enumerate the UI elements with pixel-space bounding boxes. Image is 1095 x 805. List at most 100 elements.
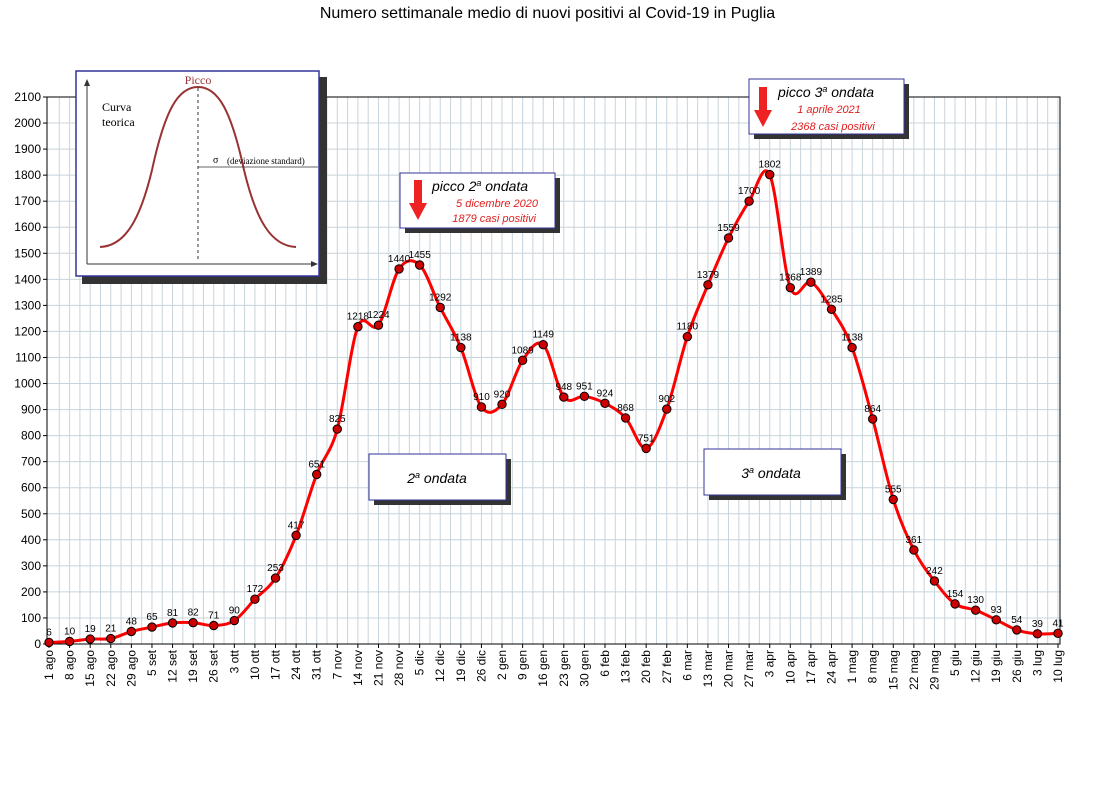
data-point: [641, 443, 651, 454]
inset-theoretical-curve: Picco Curva teorica σ (deviazione standa…: [75, 70, 327, 284]
x-axis: 1 ago 8 ago 15 ago 22 ago 29 ago 5 set 12 set 1…: [42, 644, 1065, 690]
inset-bell-curve: [99, 85, 297, 248]
y-tick-label: 1600: [14, 220, 41, 234]
peak2-cases: 1879 casi positivi: [452, 213, 536, 225]
x-tick-label: 5 giu: [948, 650, 962, 676]
x-tick-label: 12 set: [166, 649, 180, 682]
data-label: 1440: [388, 254, 411, 265]
peak3-callout: picco 3a ondata 1 aprile 2021 2368 casi …: [748, 78, 909, 139]
x-tick-label: 21 nov: [371, 650, 385, 686]
data-label: 253: [267, 563, 284, 574]
data-point: [909, 545, 919, 555]
x-tick-label: 10 apr: [783, 650, 797, 684]
y-tick-label: 900: [21, 403, 41, 417]
y-tick-label: 1300: [14, 298, 41, 312]
data-point: [44, 637, 54, 648]
data-label: 6: [46, 627, 52, 638]
data-label: 1700: [738, 186, 761, 197]
data-point: [682, 331, 693, 342]
data-point: [167, 618, 178, 628]
y-tick-label: 1700: [14, 194, 41, 208]
y-tick-label: 0: [34, 637, 41, 651]
data-label: 19: [85, 624, 97, 635]
data-label: 751: [638, 433, 655, 444]
x-tick-label: 1 mag: [845, 650, 859, 683]
x-tick-label: 8 mag: [866, 650, 880, 683]
data-point: [353, 322, 363, 332]
x-tick-label: 22 ago: [104, 650, 118, 687]
data-point: [579, 391, 590, 401]
y-tick-label: 200: [21, 585, 41, 599]
data-point: [456, 342, 466, 353]
data-label: 1224: [367, 310, 390, 321]
data-point: [229, 615, 240, 626]
data-point: [435, 302, 445, 313]
data-point: [497, 399, 507, 410]
y-tick-label: 600: [21, 481, 41, 495]
data-label: 910: [473, 392, 490, 403]
data-label: 1285: [820, 294, 843, 305]
x-tick-label: 13 mar: [701, 650, 715, 687]
y-tick-label: 1000: [14, 377, 41, 391]
x-tick-label: 19 giu: [989, 650, 1003, 683]
wave2-box: [368, 453, 507, 501]
plot-frame: [46, 96, 1061, 645]
wave2-label-box: 2a ondata: [368, 453, 511, 505]
inset-sigma-label: (deviazione standard): [227, 156, 305, 166]
data-label: 555: [885, 484, 902, 495]
peak3-title: picco 3a ondata: [777, 84, 874, 100]
y-tick-label: 1900: [14, 142, 41, 156]
data-point: [1032, 629, 1043, 639]
y-tick-label: 400: [21, 533, 41, 547]
data-label: 868: [617, 403, 634, 414]
x-tick-label: 20 mar: [722, 650, 736, 687]
peak2-callout: picco 2a ondata 5 dicembre 2020 1879 cas…: [399, 172, 560, 233]
data-label: 90: [229, 606, 241, 617]
inset-sigma-symbol: σ: [213, 155, 219, 166]
data-point: [867, 414, 878, 424]
data-point: [311, 469, 322, 480]
data-label: 864: [864, 404, 881, 415]
data-point: [517, 355, 528, 366]
data-point: [847, 342, 857, 353]
x-tick-label: 15 ago: [83, 650, 97, 687]
x-tick-label: 30 gen: [577, 650, 591, 687]
x-tick-label: 23 gen: [557, 650, 571, 687]
x-tick-label: 5 dic: [413, 650, 427, 675]
x-tick-label: 19 set: [186, 649, 200, 682]
data-point: [188, 617, 198, 628]
data-point: [723, 233, 734, 243]
data-point: [538, 340, 548, 350]
x-tick-label: 7 nov: [330, 650, 344, 679]
x-tick-label: 13 feb: [619, 650, 633, 684]
data-label: 154: [947, 589, 964, 600]
inset-x-arrow-icon: [311, 261, 318, 267]
data-point: [806, 277, 816, 287]
peak2-date: 5 dicembre 2020: [456, 198, 539, 210]
x-tick-label: 10 lug: [1051, 650, 1065, 683]
data-point: [950, 599, 960, 609]
data-label: 1368: [779, 273, 802, 284]
data-label: 1559: [717, 223, 740, 234]
series-line: [48, 169, 1059, 644]
y-tick-label: 300: [21, 559, 41, 573]
data-label: 54: [1011, 615, 1023, 626]
data-point: [106, 633, 116, 644]
x-tick-label: 8 ago: [63, 650, 77, 680]
peak3-box: [748, 78, 905, 135]
x-tick-label: 3 ott: [227, 649, 241, 673]
x-tick-label: 17 ott: [269, 649, 283, 680]
data-point: [929, 576, 940, 586]
data-point: [620, 413, 631, 423]
data-label: 920: [494, 389, 511, 400]
data-label: 39: [1032, 619, 1044, 630]
data-label: 65: [146, 612, 158, 623]
data-point: [147, 622, 157, 632]
data-label: 902: [658, 394, 675, 405]
x-tick-label: 24 ott: [289, 649, 303, 680]
x-tick-label: 27 mar: [742, 650, 756, 687]
markers: [44, 169, 1063, 648]
x-tick-label: 14 nov: [351, 650, 365, 686]
